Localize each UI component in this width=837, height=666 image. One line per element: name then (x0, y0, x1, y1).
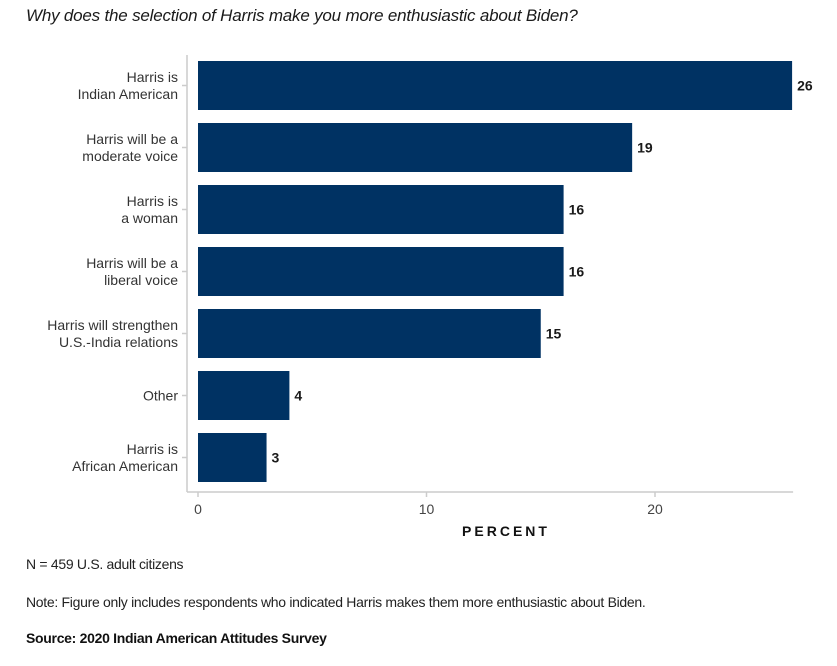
data-label: 16 (569, 264, 585, 280)
data-label: 3 (272, 450, 280, 466)
data-label: 26 (797, 78, 813, 94)
bar (198, 309, 541, 358)
category-label: Harris is (127, 69, 178, 85)
category-label: Harris will strengthen (47, 317, 178, 333)
category-label: Indian American (78, 86, 178, 102)
x-axis-label: PERCENT (462, 523, 550, 539)
bar (198, 371, 290, 420)
data-label: 15 (546, 326, 562, 342)
x-tick-label: 20 (647, 501, 663, 517)
bars-group (198, 61, 793, 482)
category-label: African American (72, 458, 178, 474)
x-tick-label: 0 (194, 501, 202, 517)
data-labels: 26 19 16 16 15 4 3 (272, 78, 813, 466)
data-label: 19 (637, 140, 653, 156)
category-label: a woman (121, 210, 178, 226)
x-tick-label: 10 (419, 501, 435, 517)
sample-size-note: N = 459 U.S. adult citizens (26, 556, 184, 572)
chart-title: Why does the selection of Harris make yo… (26, 6, 578, 25)
category-label: Harris will be a (86, 255, 178, 271)
bar (198, 433, 267, 482)
figure-note: Note: Figure only includes respondents w… (26, 594, 646, 610)
bar (198, 123, 633, 172)
category-label: Other (143, 388, 178, 404)
bar (198, 185, 564, 234)
category-label: Harris is (127, 441, 178, 457)
category-label: liberal voice (104, 272, 178, 288)
category-label: Harris is (127, 193, 178, 209)
data-label: 16 (569, 202, 585, 218)
x-axis-ticks: 0 10 20 (194, 492, 663, 517)
category-label: moderate voice (82, 148, 178, 164)
data-label: 4 (294, 388, 302, 404)
bar (198, 61, 793, 110)
source-note: Source: 2020 Indian American Attitudes S… (26, 630, 327, 646)
category-label: Harris will be a (86, 131, 178, 147)
bar (198, 247, 564, 296)
category-label: U.S.-India relations (59, 334, 178, 350)
